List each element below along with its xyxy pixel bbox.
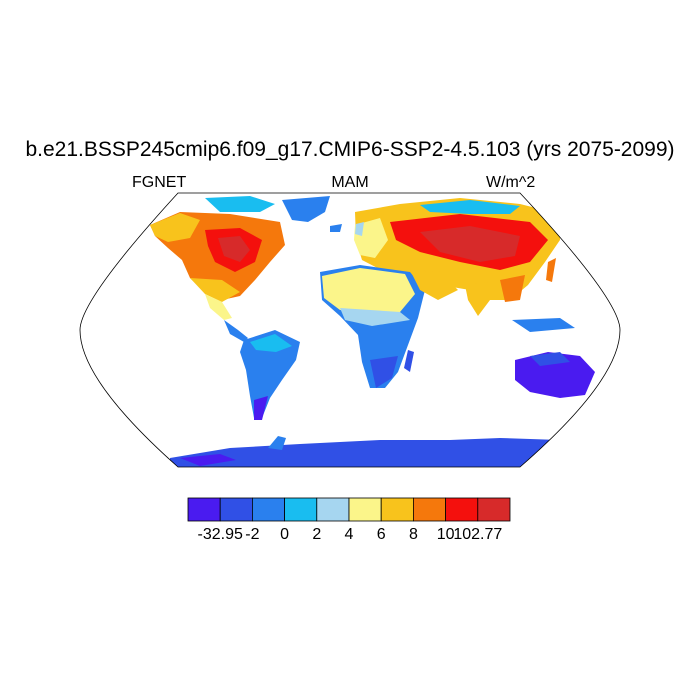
colorbar-tick-label: 0: [280, 526, 290, 543]
colorbar-swatch: [380, 497, 414, 522]
indonesia: [512, 318, 575, 332]
australia-north: [530, 352, 570, 366]
greenland: [282, 196, 330, 222]
arctic-russia: [420, 200, 520, 214]
south-america-north: [250, 334, 292, 352]
japan: [546, 258, 556, 282]
map-boundary: [79, 192, 621, 468]
land-fields: [150, 196, 608, 467]
mexico: [205, 294, 232, 320]
antarctica: [170, 438, 600, 467]
middle-east: [410, 270, 458, 300]
colorbar-swatch: [251, 497, 285, 522]
season-label: MAM: [331, 174, 369, 191]
south-america: [240, 330, 300, 418]
colorbar-swatch: [477, 497, 511, 522]
variable-label: FGNET: [132, 174, 187, 191]
alaska-cool: [150, 213, 200, 242]
colorbar-tick-label: 102.77: [453, 526, 503, 543]
colorbar-swatch: [412, 497, 446, 522]
antarctica-coast-cool: [180, 454, 236, 466]
us-south: [190, 278, 240, 302]
colorbar-swatch: [445, 497, 479, 522]
colorbar-tick-label: 4: [344, 526, 354, 543]
sahel: [340, 308, 410, 326]
colorbar-swatch: [284, 497, 318, 522]
colorbar-tick-label: 2: [312, 526, 322, 543]
plot-title: b.e21.BSSP245cmip6.f09_g17.CMIP6-SSP2-4.…: [25, 138, 675, 161]
madagascar: [404, 350, 414, 372]
colorbar: [187, 497, 511, 522]
colorbar-tick-label: -32.95: [197, 526, 243, 543]
sahara: [322, 268, 415, 314]
patagonia: [254, 396, 268, 420]
colorbar-tick-label: 10: [436, 526, 455, 543]
colorbar-swatch: [219, 497, 253, 522]
british-isles: [355, 222, 364, 236]
australia: [515, 352, 595, 398]
arctic-islands: [205, 196, 275, 212]
units-label: W/m^2: [486, 174, 536, 191]
central-america: [224, 320, 248, 342]
colorbar-tick-label: 8: [408, 526, 418, 543]
southeast-asia: [500, 275, 525, 302]
colorbar-tick-label: -2: [245, 526, 260, 543]
iceland: [330, 224, 342, 232]
north-america-core: [218, 236, 250, 262]
central-asia-core: [420, 226, 520, 262]
colorbar-swatch: [187, 497, 221, 522]
southern-africa-cool: [370, 356, 398, 388]
colorbar-swatch: [348, 497, 382, 522]
india: [465, 282, 490, 316]
colorbar-tick-label: 6: [376, 526, 386, 543]
antarctic-peninsula: [268, 436, 286, 450]
new-zealand: [596, 396, 608, 418]
colorbar-swatch: [316, 497, 350, 522]
